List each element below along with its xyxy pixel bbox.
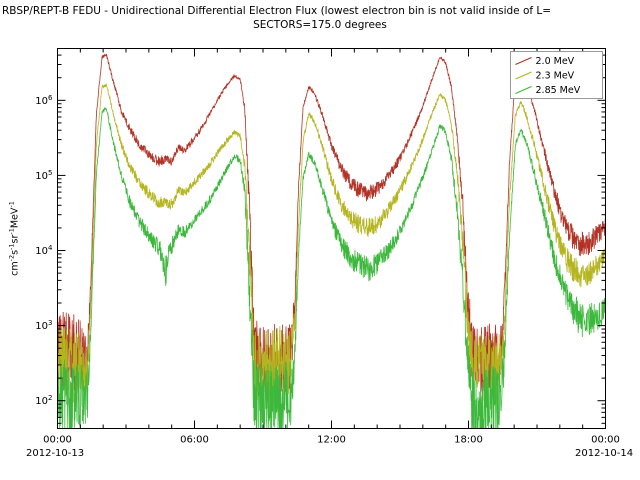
plot-title: RBSP/REPT-B FEDU - Unidirectional Differ… (2, 5, 552, 17)
legend-swatch-2.0-MeV (515, 56, 532, 66)
legend-label: 2.3 MeV (536, 71, 575, 82)
legend-swatch-2.85-MeV (515, 85, 532, 95)
y-tick-label: 105 (35, 169, 52, 182)
plot-subtitle: SECTORS=175.0 degrees (253, 19, 387, 31)
x-tick-label: 00:00 (591, 435, 620, 446)
y-tick-labels: 102 103 104 105 106 (35, 94, 53, 407)
series-lines (57, 53, 606, 429)
axis-ticks (57, 48, 606, 429)
y-tick-label: 102 (35, 394, 52, 407)
y-tick-label: 106 (35, 94, 53, 107)
x-axis-date-end: 2012-10-14 (575, 448, 634, 459)
legend: 2.0 MeV 2.3 MeV 2.85 MeV (510, 51, 603, 99)
plot-frame (57, 48, 606, 429)
legend-swatch-2.3-MeV (515, 71, 532, 80)
x-axis-date-start: 2012-10-13 (26, 448, 85, 459)
y-tick-label: 104 (35, 244, 53, 257)
series-line-2.3-MeV (57, 83, 606, 412)
x-tick-labels: 00:00 06:00 12:00 18:00 00:00 (43, 435, 620, 446)
series-line-2.0-MeV (57, 53, 606, 402)
y-axis-unit-label: cm-2s-1sr-1MeV-1 (8, 201, 21, 276)
x-tick-label: 00:00 (43, 435, 72, 446)
x-tick-label: 12:00 (317, 435, 346, 446)
legend-label: 2.85 MeV (536, 85, 581, 96)
legend-label: 2.0 MeV (536, 56, 575, 67)
x-tick-label: 06:00 (180, 435, 209, 446)
x-tick-label: 18:00 (454, 435, 483, 446)
y-tick-label: 103 (35, 319, 52, 332)
series-line-2.85-MeV (57, 106, 606, 429)
